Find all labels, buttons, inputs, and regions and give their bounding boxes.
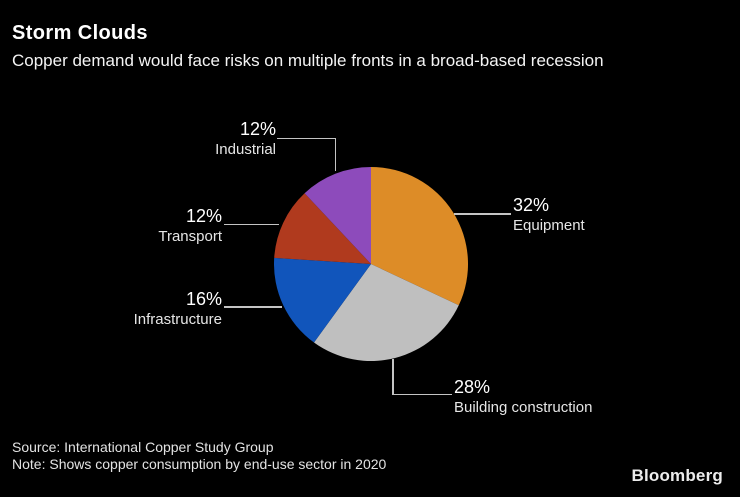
leader-line-infrastructure bbox=[224, 306, 282, 308]
pie-slice-transport bbox=[274, 193, 371, 264]
callout-industrial-value: 12% bbox=[239, 119, 276, 139]
leader-line-equipment bbox=[454, 213, 511, 215]
callout-industrial-label: Industrial bbox=[215, 141, 276, 158]
callout-industrial: 12% Industrial bbox=[215, 117, 276, 159]
leader-line-building-vertical bbox=[392, 359, 394, 395]
pie-chart bbox=[273, 167, 469, 361]
chart-subtitle: Copper demand would face risks on multip… bbox=[12, 51, 604, 70]
source-text: Source: International Copper Study Group bbox=[12, 439, 274, 455]
leader-line-transport bbox=[224, 223, 279, 225]
callout-building-construction: 28% Building construction bbox=[454, 375, 592, 417]
callout-infrastructure-value: 16% bbox=[185, 289, 222, 309]
pie-slice-industrial bbox=[304, 167, 371, 264]
footer: Source: International Copper Study Group… bbox=[12, 439, 386, 473]
bloomberg-logo: Bloomberg bbox=[631, 466, 723, 485]
pie-slice-building-construction bbox=[313, 264, 459, 361]
callout-transport-value: 12% bbox=[185, 206, 222, 226]
callout-infrastructure: 16% Infrastructure bbox=[134, 287, 222, 329]
callout-transport: 12% Transport bbox=[158, 204, 222, 246]
callout-equipment-value: 32% bbox=[513, 195, 550, 215]
callout-equipment: 32% Equipment bbox=[513, 193, 585, 235]
pie-slice-equipment bbox=[371, 167, 469, 306]
pie-slice-infrastructure bbox=[273, 257, 371, 343]
leader-line-industrial-vertical bbox=[334, 137, 336, 171]
callout-building-construction-label: Building construction bbox=[454, 399, 593, 416]
callout-transport-label: Transport bbox=[158, 228, 222, 245]
leader-line-building-horizontal bbox=[392, 393, 452, 395]
pie-svg bbox=[273, 167, 469, 361]
callout-building-construction-value: 28% bbox=[454, 377, 491, 397]
leader-line-industrial-horizontal bbox=[277, 137, 336, 139]
callout-equipment-label: Equipment bbox=[513, 217, 585, 234]
chart-title: Storm Clouds bbox=[12, 22, 148, 44]
callout-infrastructure-label: Infrastructure bbox=[133, 311, 222, 328]
note-text: Note: Shows copper consumption by end-us… bbox=[12, 456, 387, 472]
